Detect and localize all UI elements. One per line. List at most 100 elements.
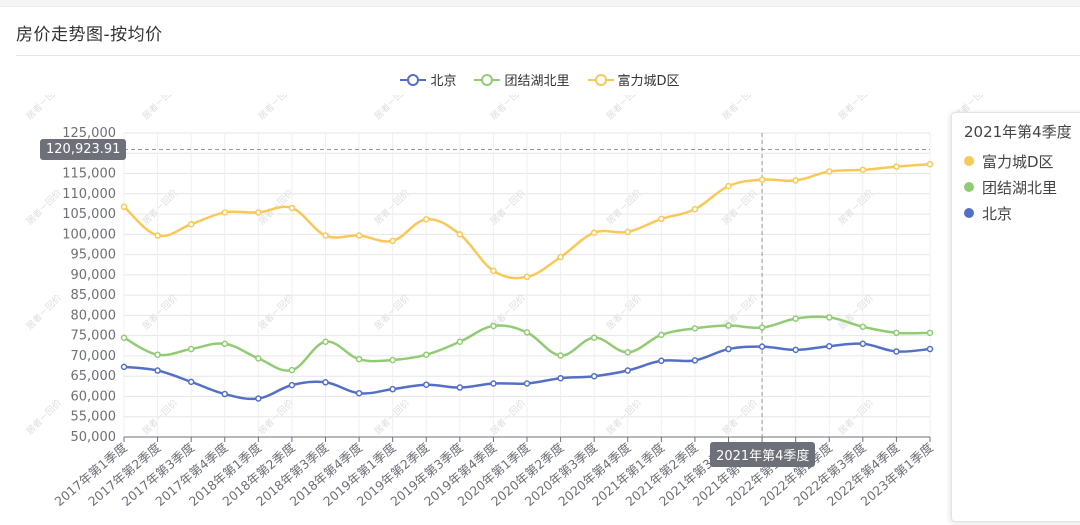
- data-point-tuanjie[interactable]: [120, 334, 128, 341]
- data-point-beijing[interactable]: [792, 346, 799, 354]
- tooltip-dot: [964, 182, 974, 192]
- watermark-text: 居者－回价: [720, 398, 760, 438]
- data-point-beijing[interactable]: [288, 381, 296, 389]
- data-point-fuli[interactable]: [590, 229, 598, 236]
- watermark-text: 居者－回价: [372, 95, 412, 122]
- watermark-text: 居者－回价: [24, 188, 64, 228]
- data-point-fuli[interactable]: [322, 232, 329, 239]
- data-point-beijing[interactable]: [758, 343, 766, 350]
- x-axis-pointer-label: 2021年第4季度: [710, 442, 816, 467]
- data-point-beijing[interactable]: [926, 345, 934, 353]
- data-point-beijing[interactable]: [725, 345, 732, 353]
- tooltip-series-name: 北京: [982, 204, 1013, 223]
- data-point-tuanjie[interactable]: [624, 349, 631, 356]
- data-point-tuanjie[interactable]: [792, 315, 799, 322]
- data-point-tuanjie[interactable]: [255, 355, 262, 362]
- data-point-fuli[interactable]: [792, 177, 799, 184]
- data-point-fuli[interactable]: [288, 204, 296, 212]
- data-point-fuli[interactable]: [758, 176, 766, 183]
- y-axis-pointer-label: 120,923.91: [40, 138, 127, 160]
- y-tick-label: 105,000: [62, 207, 116, 222]
- data-point-beijing[interactable]: [859, 340, 867, 348]
- data-point-fuli[interactable]: [523, 273, 531, 281]
- data-point-fuli[interactable]: [355, 232, 363, 239]
- data-point-fuli[interactable]: [423, 216, 430, 223]
- data-point-tuanjie[interactable]: [725, 322, 732, 329]
- data-point-beijing[interactable]: [187, 378, 195, 386]
- data-point-fuli[interactable]: [490, 267, 497, 275]
- data-point-fuli[interactable]: [255, 209, 262, 216]
- data-point-tuanjie[interactable]: [322, 338, 329, 345]
- data-point-beijing[interactable]: [423, 381, 430, 388]
- y-tick-label: 50,000: [71, 430, 117, 445]
- data-point-tuanjie[interactable]: [423, 351, 430, 358]
- data-point-beijing[interactable]: [355, 389, 363, 397]
- data-point-fuli[interactable]: [557, 253, 564, 261]
- tooltip-dot: [964, 156, 974, 166]
- data-point-beijing[interactable]: [322, 379, 329, 386]
- data-point-fuli[interactable]: [893, 163, 900, 170]
- data-point-beijing[interactable]: [523, 380, 531, 387]
- data-point-tuanjie[interactable]: [557, 352, 564, 359]
- data-point-tuanjie[interactable]: [859, 323, 867, 330]
- data-point-beijing[interactable]: [658, 357, 665, 365]
- data-point-beijing[interactable]: [624, 367, 631, 374]
- data-point-tuanjie[interactable]: [355, 355, 363, 363]
- data-point-fuli[interactable]: [456, 231, 464, 238]
- data-point-tuanjie[interactable]: [154, 351, 161, 358]
- data-point-beijing[interactable]: [255, 395, 262, 402]
- data-point-tuanjie[interactable]: [456, 338, 464, 345]
- watermark-text: 居者－回价: [488, 95, 528, 122]
- watermark-text: 居者－回价: [488, 398, 528, 438]
- data-point-tuanjie[interactable]: [288, 366, 296, 374]
- watermark-text: 居者－回价: [24, 293, 64, 333]
- data-point-fuli[interactable]: [691, 205, 699, 213]
- data-point-beijing[interactable]: [154, 367, 161, 374]
- y-tick-label: 80,000: [71, 308, 117, 323]
- data-point-fuli[interactable]: [221, 209, 228, 216]
- data-point-beijing[interactable]: [893, 348, 900, 355]
- y-tick-label: 115,000: [62, 167, 116, 182]
- tooltip-series-name: 团结湖北里: [982, 178, 1058, 197]
- tooltip-dot: [964, 208, 974, 218]
- data-point-beijing[interactable]: [826, 342, 833, 350]
- data-point-fuli[interactable]: [389, 237, 396, 245]
- data-point-tuanjie[interactable]: [826, 314, 833, 321]
- data-point-beijing[interactable]: [456, 384, 464, 391]
- data-point-tuanjie[interactable]: [221, 340, 228, 348]
- data-point-tuanjie[interactable]: [389, 356, 396, 364]
- data-point-tuanjie[interactable]: [926, 329, 934, 337]
- data-point-fuli[interactable]: [187, 220, 195, 228]
- data-point-beijing[interactable]: [691, 357, 699, 364]
- data-point-tuanjie[interactable]: [691, 325, 699, 332]
- watermark-text: 居者－回价: [140, 95, 180, 122]
- data-point-fuli[interactable]: [859, 166, 867, 174]
- data-point-fuli[interactable]: [120, 203, 128, 211]
- data-point-fuli[interactable]: [926, 160, 934, 168]
- data-point-fuli[interactable]: [154, 232, 161, 239]
- legend-item-beijing[interactable]: 北京: [400, 70, 456, 89]
- data-point-beijing[interactable]: [557, 374, 564, 382]
- data-point-fuli[interactable]: [658, 215, 665, 223]
- watermark-text: 居者－回价: [256, 398, 296, 438]
- data-point-tuanjie[interactable]: [658, 331, 665, 339]
- data-point-beijing[interactable]: [389, 385, 396, 393]
- y-tick-label: 60,000: [71, 389, 117, 404]
- data-point-tuanjie[interactable]: [893, 329, 900, 337]
- data-point-fuli[interactable]: [826, 168, 833, 175]
- data-point-tuanjie[interactable]: [758, 324, 766, 331]
- data-point-beijing[interactable]: [590, 372, 598, 380]
- data-point-fuli[interactable]: [624, 228, 631, 236]
- data-point-tuanjie[interactable]: [590, 334, 598, 341]
- data-point-tuanjie[interactable]: [523, 329, 531, 336]
- watermark-text: 居者－回价: [836, 398, 876, 438]
- data-point-fuli[interactable]: [725, 182, 732, 190]
- legend-item-tuanjie[interactable]: 团结湖北里: [474, 70, 570, 89]
- data-point-beijing[interactable]: [120, 363, 128, 371]
- data-point-tuanjie[interactable]: [187, 345, 195, 353]
- data-point-beijing[interactable]: [490, 380, 497, 387]
- legend-item-fuli[interactable]: 富力城D区: [587, 70, 680, 89]
- data-point-tuanjie[interactable]: [490, 322, 497, 330]
- data-point-beijing[interactable]: [221, 390, 228, 398]
- line-chart[interactable]: 居者－回价 居者－回价 居者－回价 居者－回价 居者－回价 居者－回价 居者－回价 居者－回价…: [0, 95, 1080, 525]
